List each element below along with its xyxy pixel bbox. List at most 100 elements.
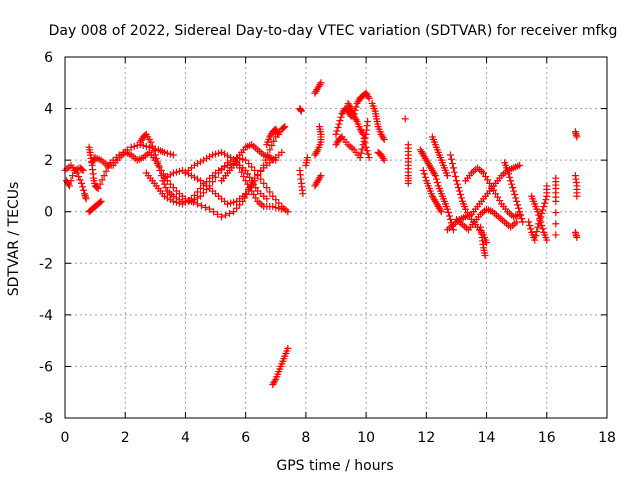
data-point bbox=[263, 195, 271, 203]
data-point bbox=[380, 136, 388, 144]
series-arc-14 bbox=[296, 166, 307, 198]
series-arc-25 bbox=[404, 141, 412, 187]
data-point bbox=[337, 113, 345, 121]
data-point bbox=[160, 174, 168, 182]
data-point bbox=[552, 209, 560, 217]
data-point bbox=[266, 146, 274, 154]
data-point bbox=[317, 172, 325, 180]
x-tick-label: 16 bbox=[538, 430, 556, 446]
data-point bbox=[239, 155, 247, 163]
data-point bbox=[444, 209, 452, 217]
data-point bbox=[541, 199, 549, 207]
x-tick-label: 10 bbox=[357, 430, 375, 446]
data-point bbox=[227, 160, 235, 168]
data-point bbox=[531, 236, 539, 244]
data-point bbox=[380, 156, 388, 164]
data-point bbox=[517, 211, 525, 219]
data-point bbox=[190, 161, 198, 169]
data-point bbox=[272, 196, 280, 204]
data-point bbox=[242, 156, 250, 164]
data-point bbox=[272, 156, 280, 164]
data-point bbox=[510, 187, 518, 195]
y-tick-label: 2 bbox=[44, 153, 53, 169]
y-tick-label: 0 bbox=[44, 205, 53, 221]
data-point bbox=[197, 185, 204, 193]
data-point bbox=[166, 180, 174, 188]
data-point bbox=[147, 138, 155, 146]
data-point bbox=[154, 161, 162, 169]
data-point bbox=[79, 183, 87, 191]
data-point bbox=[358, 129, 366, 137]
data-point bbox=[214, 210, 222, 218]
data-point bbox=[169, 169, 177, 177]
data-point bbox=[224, 161, 232, 169]
data-point bbox=[166, 150, 174, 158]
data-point bbox=[209, 151, 217, 159]
data-point bbox=[543, 236, 551, 244]
x-tick-label: 6 bbox=[241, 430, 250, 446]
series-arc-12 bbox=[269, 344, 292, 388]
data-point bbox=[172, 168, 180, 176]
series-arc-27 bbox=[419, 166, 445, 216]
data-point bbox=[448, 160, 456, 168]
data-point bbox=[401, 115, 409, 123]
series-arc-23 bbox=[374, 148, 388, 164]
data-point bbox=[133, 142, 141, 150]
data-point bbox=[450, 168, 458, 176]
data-point bbox=[160, 148, 168, 156]
data-point bbox=[542, 196, 550, 204]
data-point bbox=[190, 191, 198, 199]
data-point bbox=[536, 215, 544, 223]
data-point bbox=[257, 166, 265, 174]
series-arc-16 bbox=[311, 79, 325, 97]
data-point bbox=[274, 129, 282, 137]
data-point bbox=[156, 166, 164, 174]
data-point bbox=[433, 178, 441, 186]
data-point bbox=[275, 130, 283, 138]
data-point bbox=[533, 227, 541, 235]
data-point bbox=[509, 184, 517, 192]
data-point bbox=[538, 209, 546, 217]
data-point bbox=[66, 182, 74, 190]
data-point bbox=[79, 166, 87, 174]
y-tick-labels: -8 -6 -4 -2 0 2 4 6 bbox=[39, 50, 53, 427]
data-point bbox=[162, 184, 170, 192]
data-point bbox=[169, 197, 177, 205]
data-point bbox=[166, 171, 174, 179]
series-arc-37 bbox=[552, 174, 560, 239]
data-point bbox=[513, 218, 521, 226]
data-point bbox=[284, 208, 292, 216]
data-point bbox=[364, 93, 372, 101]
data-point bbox=[98, 176, 106, 184]
data-point bbox=[266, 188, 274, 196]
data-point bbox=[175, 199, 183, 207]
data-point bbox=[357, 149, 365, 157]
y-tick-label: -4 bbox=[39, 308, 53, 324]
series-arc-10 bbox=[218, 141, 280, 185]
data-point bbox=[153, 158, 161, 166]
data-point bbox=[540, 203, 548, 211]
data-point bbox=[202, 203, 210, 211]
data-point bbox=[200, 156, 208, 164]
data-point bbox=[456, 191, 464, 199]
data-point bbox=[516, 161, 524, 169]
data-point bbox=[270, 137, 278, 145]
data-point bbox=[281, 123, 289, 131]
data-point bbox=[552, 231, 560, 239]
data-point bbox=[453, 180, 461, 188]
x-tick-label: 18 bbox=[598, 430, 616, 446]
data-point bbox=[200, 189, 208, 197]
y-axis-title: SDTVAR / TECUs bbox=[6, 182, 22, 297]
data-point bbox=[272, 203, 280, 211]
data-point bbox=[454, 184, 462, 192]
series-arc-33 bbox=[477, 223, 489, 260]
data-point bbox=[203, 154, 211, 162]
data-point bbox=[251, 166, 259, 174]
data-point bbox=[187, 195, 195, 203]
data-point bbox=[251, 177, 259, 185]
data-point bbox=[457, 194, 465, 202]
data-point bbox=[102, 167, 110, 175]
series-arc-40 bbox=[571, 228, 581, 241]
data-point bbox=[222, 211, 230, 219]
data-point bbox=[254, 172, 262, 180]
